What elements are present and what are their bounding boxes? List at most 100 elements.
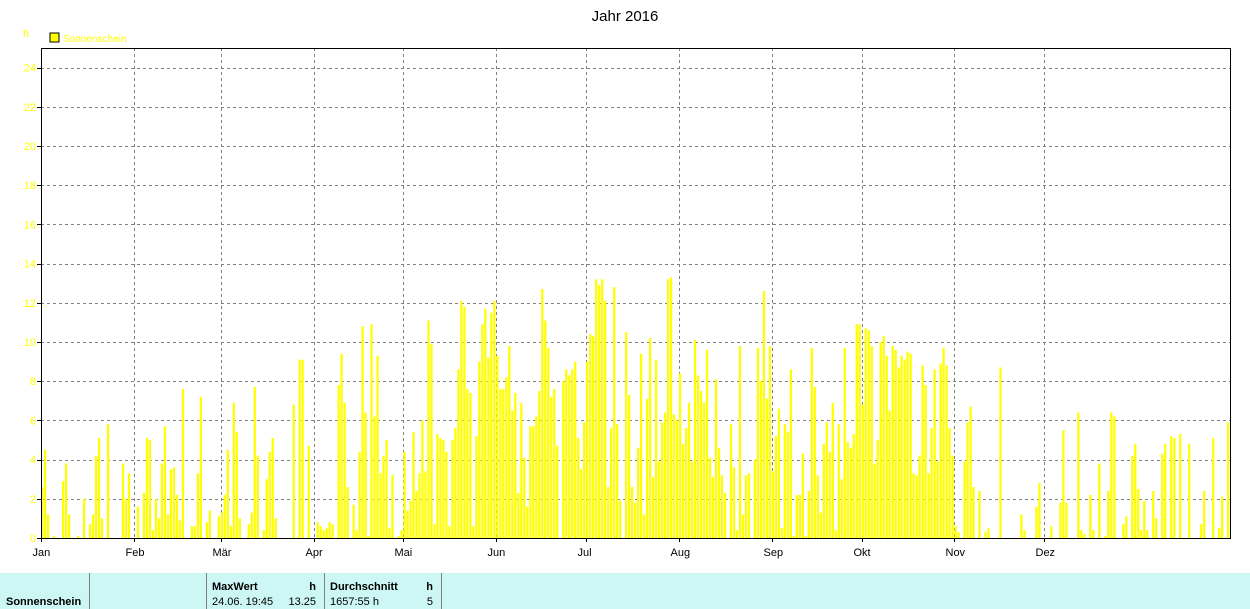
sunshine-bar (460, 300, 463, 538)
sunshine-bar (1218, 528, 1221, 538)
sunshine-bar (574, 361, 577, 538)
sunshine-bar (669, 277, 673, 538)
max-datetime: 24.06. 19:45 (212, 596, 274, 608)
sunshine-bar (190, 526, 193, 538)
sunshine-bar (511, 410, 514, 538)
y-tick-label: 16 (24, 219, 36, 231)
sunshine-bar (253, 387, 256, 538)
sunshine-bar (166, 514, 170, 538)
sunshine-bar (598, 285, 601, 538)
sunshine-bar (1170, 436, 1173, 538)
sunshine-bar (424, 471, 427, 538)
sunshine-bar (909, 353, 912, 538)
sunshine-bar (834, 530, 837, 538)
x-tick-label: Mär (213, 547, 232, 559)
sunshine-bar (205, 522, 208, 538)
sunshine-bar (735, 530, 739, 538)
sunshine-bar (217, 516, 220, 538)
sunshine-bar (978, 490, 981, 538)
x-tick-label: Dez (1036, 547, 1056, 559)
sunshine-bar (882, 336, 885, 538)
sunshine-bar (798, 494, 801, 538)
sunshine-bar (529, 426, 532, 538)
sunshine-bar (46, 514, 50, 538)
sunshine-bar (235, 432, 238, 538)
sunshine-bar (505, 377, 508, 538)
sunshine-bar (631, 487, 634, 538)
sunshine-bar (97, 438, 101, 538)
sunshine-bar (169, 469, 173, 538)
sunshine-bar (565, 369, 568, 538)
sunshine-bar (762, 291, 766, 538)
sunshine-bar (436, 434, 439, 538)
sunshine-bar (388, 528, 391, 538)
sunshine-bar (825, 422, 828, 538)
sunshine-bar (358, 451, 361, 538)
sunshine-bar (822, 443, 825, 538)
sunshine-bar (711, 477, 715, 538)
sunshine-bar (918, 455, 921, 538)
sunshine-bar (88, 524, 92, 538)
sunshine-bar (900, 355, 903, 538)
sunshine-bar (538, 391, 541, 538)
sunshine-bar (100, 518, 104, 538)
sunshine-bar (1173, 438, 1176, 538)
sunshine-bar (1077, 412, 1080, 538)
sunshine-bar (1212, 438, 1215, 538)
sunshine-bar (469, 392, 472, 538)
sunshine-bar (382, 455, 385, 538)
sunshine-bar (645, 398, 649, 538)
sunshine-bar (1146, 530, 1149, 538)
sunshine-bar (969, 406, 972, 538)
y-tick-label: 4 (30, 455, 36, 467)
sunshine-bar (702, 402, 706, 538)
sunshine-bar (948, 428, 951, 538)
row-label-cell: Sonnenschein (0, 573, 90, 609)
sunshine-bar (741, 514, 745, 538)
sunshine-bar (759, 381, 763, 538)
avg-cell: Durchschnitt h 1657:55 h 5 (325, 573, 442, 609)
sunshine-bar (1137, 489, 1140, 538)
sunshine-bar (421, 420, 424, 538)
sunshine-bar (984, 532, 987, 538)
sunshine-bar (717, 447, 721, 538)
avg-header: Durchschnitt (330, 581, 398, 593)
sunshine-bar (409, 500, 412, 538)
sunshine-bar (657, 461, 661, 538)
max-cell: MaxWert h 24.06. 19:45 13.25 (207, 573, 325, 609)
sunshine-bar (1065, 502, 1068, 538)
sunshine-bar (987, 528, 990, 538)
sunshine-bar (628, 394, 631, 538)
sunshine-bar (142, 492, 146, 538)
sunshine-bar (693, 340, 697, 538)
sunshine-bar (999, 367, 1002, 538)
sunshine-bar (172, 467, 176, 538)
sunshine-bar (894, 349, 897, 538)
sunshine-bar (729, 424, 733, 538)
sunshine-bar (897, 367, 900, 538)
sunshine-bar (660, 422, 664, 538)
sunshine-bar (678, 373, 682, 538)
y-tick-label: 18 (24, 180, 36, 192)
sunshine-bar (256, 455, 259, 538)
sunshine-bar (1098, 463, 1101, 538)
y-axis-unit-label: h (23, 28, 29, 40)
sunshine-bar (370, 324, 373, 538)
sunshine-bar (801, 453, 804, 538)
sunshine-bar (61, 481, 65, 538)
sunshine-bar (651, 477, 655, 538)
sunshine-bar (550, 396, 553, 538)
sunshine-bar (568, 375, 571, 538)
row-label: Sonnenschein (6, 596, 82, 608)
sunshine-bar (861, 404, 864, 538)
sunshine-bar (271, 438, 274, 538)
sunshine-bar (819, 512, 822, 538)
sunshine-bar (406, 510, 409, 538)
sunshine-bar (199, 396, 202, 538)
sunshine-bar (1059, 502, 1062, 538)
sunshine-bar (879, 342, 882, 538)
sunshine-bar (1143, 500, 1146, 538)
x-tick-label: Feb (126, 547, 145, 559)
sunshine-bar (607, 487, 610, 538)
legend-swatch (49, 32, 60, 43)
